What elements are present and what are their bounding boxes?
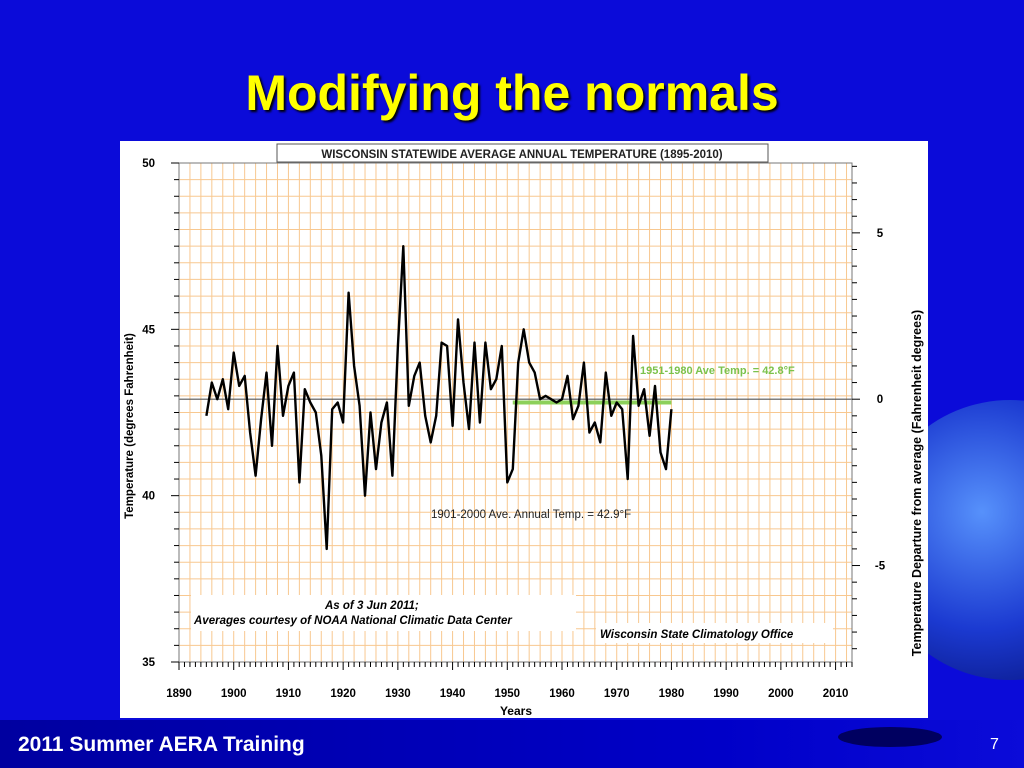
x-tick-label: 1950 xyxy=(494,688,520,700)
temperature-chart: 1890 1900 1910 1920 1930 1940 1950 1960 1970 1980… xyxy=(124,143,924,718)
x-tick-label: 1930 xyxy=(385,688,411,700)
y-tick-label: 50 xyxy=(142,158,155,170)
x-tick-label: 2010 xyxy=(823,688,849,700)
y-tick-label: 40 xyxy=(142,491,155,503)
ref-label-1901-2000: 1901-2000 Ave. Annual Temp. = 42.9°F xyxy=(431,509,631,521)
y-axis-label: Temperature (degrees Fahrenheit) xyxy=(124,333,136,519)
page-number: 7 xyxy=(990,736,999,753)
axis-layer xyxy=(171,162,860,670)
x-tick-label: 1960 xyxy=(549,688,575,700)
x-tick-label: 1920 xyxy=(330,688,356,700)
y2-tick-label: -5 xyxy=(875,561,886,573)
footer-swoosh xyxy=(838,727,942,747)
footer-text: 2011 Summer AERA Training xyxy=(18,733,305,756)
chart-panel: 1890 1900 1910 1920 1930 1940 1950 1960 1970 1980… xyxy=(120,141,928,718)
chart-title-box xyxy=(276,143,769,163)
annotation-office: Wisconsin State Climatology Office xyxy=(600,629,794,641)
x-tick-label: 1990 xyxy=(713,688,739,700)
annotation-courtesy: Averages courtesy of NOAA National Clima… xyxy=(193,615,512,627)
x-tick-label: 2000 xyxy=(768,688,794,700)
series-layer xyxy=(205,244,673,551)
x-tick-label: 1970 xyxy=(604,688,630,700)
x-tick-label: 1890 xyxy=(166,688,192,700)
tick-labels: 1890 1900 1910 1920 1930 1940 1950 1960 1970 1980… xyxy=(142,158,886,700)
y2-tick-label: 0 xyxy=(877,394,883,406)
y-tick-label: 45 xyxy=(142,324,155,336)
temperature-series-line xyxy=(205,244,673,551)
slide-title: Modifying the normals xyxy=(245,65,779,121)
y-tick-label: 35 xyxy=(142,657,155,669)
x-axis-label: Years xyxy=(500,704,532,718)
ref-label-1951-1980: 1951-1980 Ave Temp. = 42.8°F xyxy=(640,365,795,377)
annotation-as-of: As of 3 Jun 2011; xyxy=(324,600,419,612)
x-tick-label: 1910 xyxy=(276,688,302,700)
y2-axis-label: Temperature Departure from average (Fahr… xyxy=(910,310,924,656)
chart-title: WISCONSIN STATEWIDE AVERAGE ANNUAL TEMPE… xyxy=(321,149,722,161)
x-tick-label: 1980 xyxy=(659,688,685,700)
x-tick-label: 1900 xyxy=(221,688,247,700)
office-box xyxy=(596,623,833,643)
annotation-box xyxy=(191,595,576,631)
y2-tick-label: 5 xyxy=(877,228,884,240)
x-tick-label: 1940 xyxy=(440,688,466,700)
